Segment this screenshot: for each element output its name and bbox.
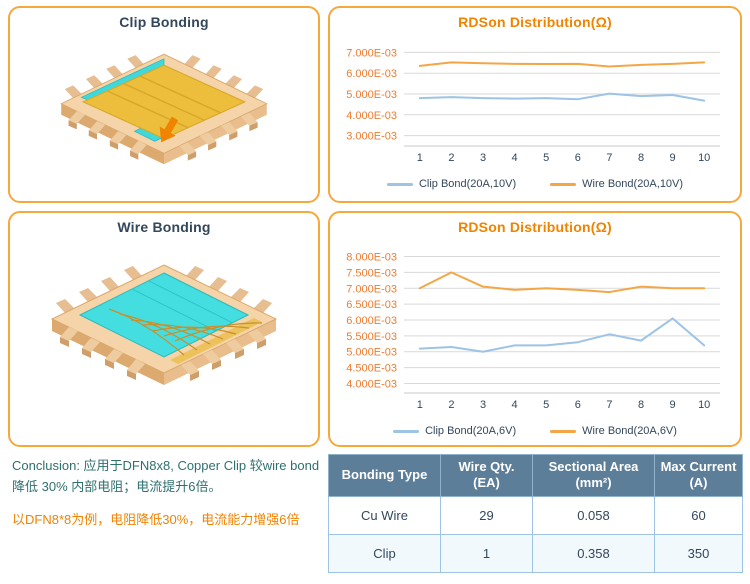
- table-header: Bonding Type Wire Qty. (EA) Sectional Ar…: [328, 454, 743, 497]
- svg-text:6.500E-03: 6.500E-03: [346, 299, 397, 311]
- header-line: Sectional Area: [548, 459, 639, 474]
- chart2-title: RDSon Distribution(Ω): [458, 219, 612, 235]
- svg-text:2: 2: [448, 152, 454, 164]
- svg-text:4.000E-03: 4.000E-03: [346, 378, 397, 390]
- rdson-distribution-chart-6v: 4.000E-03 4.500E-03 5.000E-03 5.500E-03 6.00…: [346, 252, 720, 411]
- svg-text:10: 10: [698, 399, 710, 411]
- wire-bonding-panel: Wire Bonding: [8, 211, 320, 447]
- clip-bond-line-marker: [393, 429, 420, 433]
- table-row-clip: Clip 1 0.358 350: [328, 533, 743, 573]
- header-subline: (mm²): [575, 475, 612, 491]
- package-top-leads: [56, 266, 272, 313]
- package-bottom-leads: [60, 327, 266, 381]
- table-cell: 29: [440, 495, 533, 535]
- conclusion-line-2: 降低 30% 内部电阻；电流提升6倍。: [12, 478, 222, 494]
- rdson-chart-panel-6v: RDSon Distribution(Ω) 4.000E-03 4.500E-03…: [328, 211, 742, 447]
- svg-text:7.500E-03: 7.500E-03: [346, 267, 397, 279]
- header-sectional-area: Sectional Area (mm²): [532, 454, 655, 497]
- table-cell: Cu Wire: [328, 495, 441, 535]
- wire-bonding-illustration: [50, 264, 278, 385]
- legend-label: Clip Bond(20A,6V): [425, 425, 517, 437]
- svg-text:3.000E-03: 3.000E-03: [346, 131, 397, 143]
- header-line: Wire Qty.: [458, 459, 515, 474]
- package-top-leads: [64, 55, 264, 99]
- conclusion-line-1: Conclusion: 应用于DFN8x8, Copper Clip 较wire…: [12, 458, 320, 473]
- svg-text:6: 6: [575, 152, 581, 164]
- header-subline: (A): [689, 475, 708, 491]
- legend-item-wire-bond: Wire Bond(20A,10V): [550, 178, 683, 190]
- chart2-legend: Clip Bond(20A,6V) Wire Bond(20A,6V): [330, 425, 740, 437]
- table-row-cu-wire: Cu Wire 29 0.058 60: [328, 495, 743, 535]
- table-cell: 350: [654, 533, 743, 573]
- bond-finger-strip: [170, 318, 262, 364]
- legend-label: Clip Bond(20A,10V): [418, 178, 517, 190]
- wire-bond-line-marker: [550, 182, 577, 186]
- clip-bonding-title: Clip Bonding: [119, 14, 209, 30]
- table-cell: 0.358: [532, 533, 655, 573]
- clip-bonding-illustration: [60, 53, 268, 165]
- header-wire-qty: Wire Qty. (EA): [440, 454, 533, 497]
- clip-bonding-panel: Clip Bonding: [8, 6, 320, 203]
- svg-text:3: 3: [480, 399, 486, 411]
- wire-bonding-title: Wire Bonding: [117, 219, 211, 235]
- clip-bond-line-marker: [386, 182, 413, 186]
- legend-item-clip-bond: Clip Bond(20A,6V): [393, 425, 516, 437]
- svg-text:4.000E-03: 4.000E-03: [346, 110, 397, 122]
- header-bonding-type: Bonding Type: [328, 454, 441, 497]
- svg-text:3: 3: [480, 152, 486, 164]
- rdson-chart-panel-10v: RDSon Distribution(Ω) 3.000E-03 4.000E-03…: [328, 6, 742, 203]
- table-header-row: Bonding Type Wire Qty. (EA) Sectional Ar…: [328, 454, 743, 497]
- svg-text:5: 5: [543, 399, 549, 411]
- svg-text:4: 4: [512, 399, 518, 411]
- svg-text:5: 5: [543, 152, 549, 164]
- svg-text:6.000E-03: 6.000E-03: [346, 68, 397, 80]
- svg-text:8: 8: [638, 399, 644, 411]
- down-arrow-icon: [159, 116, 179, 143]
- svg-text:5.000E-03: 5.000E-03: [346, 89, 397, 101]
- svg-text:4.500E-03: 4.500E-03: [346, 363, 397, 375]
- svg-text:7: 7: [606, 399, 612, 411]
- svg-text:8.000E-03: 8.000E-03: [346, 252, 397, 264]
- svg-text:6.000E-03: 6.000E-03: [346, 315, 397, 327]
- header-line: Max Current: [660, 459, 737, 474]
- svg-text:7.000E-03: 7.000E-03: [346, 47, 397, 59]
- svg-text:7: 7: [606, 152, 612, 164]
- table-cell: 60: [654, 495, 743, 535]
- svg-text:9: 9: [670, 152, 676, 164]
- conclusion-block: Conclusion: 应用于DFN8x8, Copper Clip 较wire…: [12, 456, 324, 530]
- header-subline: (EA): [473, 475, 500, 491]
- svg-text:8: 8: [638, 152, 644, 164]
- table-cell: Clip: [328, 533, 441, 573]
- svg-text:2: 2: [448, 399, 454, 411]
- wire-bond-line-marker: [550, 429, 577, 433]
- svg-text:1: 1: [417, 399, 423, 411]
- legend-item-clip-bond: Clip Bond(20A,10V): [386, 178, 517, 190]
- rdson-distribution-chart-10v: 3.000E-03 4.000E-03 5.000E-03 6.000E-03 7.00…: [346, 47, 720, 164]
- legend-label: Wire Bond(20A,6V): [582, 425, 677, 437]
- chart1-title: RDSon Distribution(Ω): [458, 14, 612, 30]
- svg-text:5.000E-03: 5.000E-03: [346, 347, 397, 359]
- header-max-current: Max Current (A): [654, 454, 743, 497]
- table-cell: 0.058: [532, 495, 655, 535]
- bonding-comparison-table: Bonding Type Wire Qty. (EA) Sectional Ar…: [328, 454, 743, 573]
- svg-text:4: 4: [512, 152, 518, 164]
- svg-text:1: 1: [417, 152, 423, 164]
- legend-item-wire-bond: Wire Bond(20A,6V): [550, 425, 677, 437]
- bond-wires: [108, 308, 263, 356]
- legend-label: Wire Bond(20A,10V): [582, 178, 684, 190]
- svg-text:10: 10: [698, 152, 710, 164]
- package-bottom-leads: [68, 111, 258, 161]
- die: [78, 272, 250, 358]
- svg-text:6: 6: [575, 399, 581, 411]
- svg-text:7.000E-03: 7.000E-03: [346, 283, 397, 295]
- header-line: Bonding Type: [341, 467, 428, 483]
- conclusion-highlight: 以DFN8*8为例，电阻降低30%，电流能力增强6倍: [12, 511, 300, 527]
- svg-text:5.500E-03: 5.500E-03: [346, 331, 397, 343]
- table-cell: 1: [440, 533, 533, 573]
- svg-text:9: 9: [670, 399, 676, 411]
- chart1-legend: Clip Bond(20A,10V) Wire Bond(20A,10V): [330, 178, 740, 190]
